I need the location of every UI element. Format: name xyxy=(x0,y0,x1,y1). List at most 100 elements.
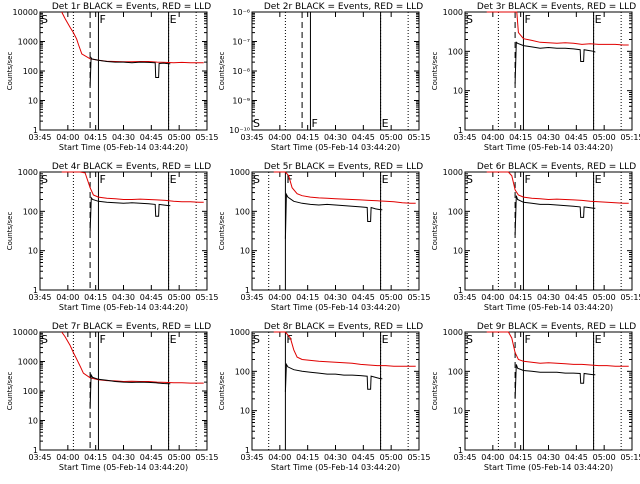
y-tick-label: 1000 xyxy=(443,328,463,337)
y-axis-label: Counts/sec xyxy=(431,372,439,411)
x-tick-label: 04:45 xyxy=(352,133,375,142)
y-tick-label: 10 xyxy=(28,97,38,106)
x-tick-label: 04:15 xyxy=(509,133,532,142)
x-tick-label: 04:30 xyxy=(324,133,347,142)
x-tick-label: 03:45 xyxy=(28,453,51,462)
y-tick-label: 100 xyxy=(23,67,38,76)
x-tick-label: 05:15 xyxy=(195,293,218,302)
x-tick-label: 04:15 xyxy=(296,293,319,302)
x-tick-label: 03:45 xyxy=(28,133,51,142)
x-tick-label: 04:45 xyxy=(352,293,375,302)
end-marker: E xyxy=(382,333,389,346)
x-tick-label: 04:45 xyxy=(565,133,588,142)
start-marker: S xyxy=(466,13,473,26)
x-axis-label: Start Time (05-Feb-14 03:44:20) xyxy=(484,143,613,152)
flare-marker: F xyxy=(99,13,105,26)
x-axis-label: Start Time (05-Feb-14 03:44:20) xyxy=(484,303,613,312)
chart-title: Det 4r BLACK = Events, RED = LLD xyxy=(52,162,211,172)
x-tick-label: 04:15 xyxy=(84,293,107,302)
start-marker: S xyxy=(41,173,48,186)
x-tick-label: 04:15 xyxy=(84,133,107,142)
x-tick-label: 03:45 xyxy=(453,293,476,302)
y-tick-label: 1 xyxy=(458,286,463,295)
x-tick-label: 05:15 xyxy=(195,133,218,142)
x-tick-label: 05:15 xyxy=(407,133,430,142)
x-tick-label: 05:15 xyxy=(407,453,430,462)
lld-series-line xyxy=(61,11,204,64)
x-axis-label: Start Time (05-Feb-14 03:44:20) xyxy=(59,143,188,152)
y-tick-label: 10000 xyxy=(13,8,38,17)
chart-panel-1: Det 1r BLACK = Events, RED = LLD 1 10 100 10… xyxy=(6,2,219,152)
y-tick-label: 10 xyxy=(240,407,250,416)
y-tick-label: 1000 xyxy=(18,38,38,47)
events-series-line xyxy=(89,56,171,87)
x-axis-label: Start Time (05-Feb-14 03:44:20) xyxy=(271,463,400,472)
x-tick-label: 04:30 xyxy=(537,293,560,302)
x-tick-label: 05:00 xyxy=(380,453,403,462)
flare-marker: F xyxy=(524,333,530,346)
chart-title: Det 8r BLACK = Events, RED = LLD xyxy=(264,322,423,332)
events-series-line xyxy=(514,195,596,236)
y-tick-label: 10 xyxy=(28,247,38,256)
y-tick-label: 10 xyxy=(240,247,250,256)
y-tick-label: 100 xyxy=(235,207,250,216)
x-tick-label: 03:45 xyxy=(28,293,51,302)
lld-series-line xyxy=(486,171,629,204)
plot-frame xyxy=(39,171,208,291)
x-tick-label: 04:30 xyxy=(324,453,347,462)
x-tick-label: 05:15 xyxy=(620,133,640,142)
x-tick-label: 04:00 xyxy=(56,293,79,302)
x-tick-label: 04:00 xyxy=(268,293,291,302)
y-tick-label: 100 xyxy=(448,207,463,216)
y-tick-label: 10⁻⁹ xyxy=(232,97,250,106)
events-series-line xyxy=(514,364,596,399)
end-marker: E xyxy=(382,117,389,130)
lld-series-line xyxy=(486,331,629,367)
chart-panel-9: Det 9r BLACK = Events, RED = LLD 1 10 100 10… xyxy=(431,322,640,472)
chart-title: Det 3r BLACK = Events, RED = LLD xyxy=(477,2,636,12)
x-tick-label: 05:00 xyxy=(593,453,616,462)
y-tick-label: 1000 xyxy=(18,358,38,367)
y-tick-label: 1 xyxy=(245,286,250,295)
x-tick-label: 04:30 xyxy=(112,453,135,462)
end-marker: E xyxy=(170,333,177,346)
chart-panel-6: Det 6r BLACK = Events, RED = LLD 1 10 100 10… xyxy=(431,162,640,312)
start-marker: S xyxy=(41,13,48,26)
start-marker: S xyxy=(253,173,260,186)
x-tick-label: 04:30 xyxy=(537,453,560,462)
x-tick-label: 04:00 xyxy=(268,453,291,462)
x-tick-label: 05:00 xyxy=(593,133,616,142)
start-marker: S xyxy=(41,333,48,346)
x-tick-label: 05:00 xyxy=(168,133,191,142)
y-tick-label: 1000 xyxy=(18,168,38,177)
chart-panel-5: Det 5r BLACK = Events, RED = LLD 1 10 100 10… xyxy=(218,162,431,312)
x-tick-label: 05:00 xyxy=(168,293,191,302)
x-tick-label: 04:45 xyxy=(140,453,163,462)
events-series-line xyxy=(284,362,383,392)
y-tick-label: 10⁻¹⁰ xyxy=(229,126,250,135)
chart-panel-7: Det 7r BLACK = Events, RED = LLD 1 10 100 10… xyxy=(6,322,219,472)
chart-title: Det 6r BLACK = Events, RED = LLD xyxy=(477,162,636,172)
chart-panel-4: Det 4r BLACK = Events, RED = LLD 1 10 100 10… xyxy=(6,162,219,312)
x-axis-label: Start Time (05-Feb-14 03:44:20) xyxy=(271,303,400,312)
x-tick-label: 05:00 xyxy=(380,133,403,142)
x-tick-label: 04:15 xyxy=(84,453,107,462)
x-tick-label: 04:00 xyxy=(481,133,504,142)
start-marker: S xyxy=(253,117,260,130)
x-axis-label: Start Time (05-Feb-14 03:44:20) xyxy=(59,303,188,312)
y-tick-label: 10⁻⁷ xyxy=(232,38,250,47)
events-series-line xyxy=(514,41,596,84)
y-tick-label: 10 xyxy=(453,247,463,256)
x-tick-label: 04:00 xyxy=(56,453,79,462)
x-tick-label: 04:15 xyxy=(296,453,319,462)
x-tick-label: 05:00 xyxy=(168,453,191,462)
y-tick-label: 1 xyxy=(245,446,250,455)
y-tick-label: 100 xyxy=(448,47,463,56)
flare-marker: F xyxy=(99,173,105,186)
lld-series-line xyxy=(61,331,204,384)
x-tick-label: 05:15 xyxy=(195,453,218,462)
x-tick-label: 03:45 xyxy=(240,453,263,462)
x-tick-label: 04:15 xyxy=(509,293,532,302)
chart-title: Det 1r BLACK = Events, RED = LLD xyxy=(52,2,211,12)
y-tick-label: 1 xyxy=(458,126,463,135)
